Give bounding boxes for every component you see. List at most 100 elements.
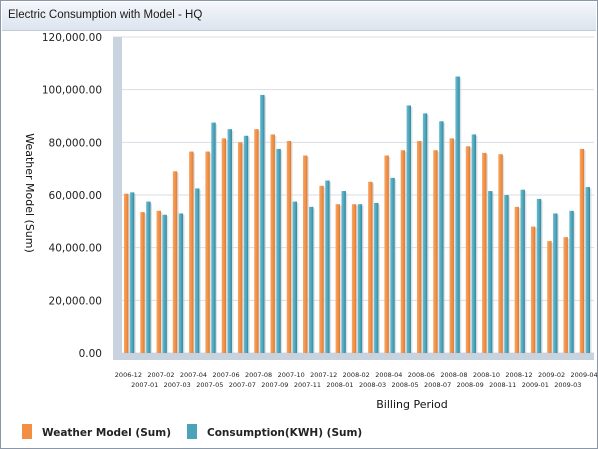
bar-consumption[interactable]	[374, 202, 379, 353]
bar-weather-model[interactable]	[270, 134, 275, 353]
y-axis-ticks: 0.00 20,000.00 40,000.00 60,000.00 80,000.00…	[42, 32, 102, 360]
x-tick-label: 2008-01	[326, 381, 353, 389]
y-tick-label: 0.00	[79, 348, 102, 360]
bar-weather-model[interactable]	[547, 241, 552, 353]
x-tick-label: 2008-07	[424, 381, 451, 389]
bar-consumption[interactable]	[178, 213, 184, 353]
bar-weather-model[interactable]	[254, 129, 259, 353]
bar-weather-model[interactable]	[335, 204, 340, 353]
x-tick-label: 2008-04	[375, 371, 402, 379]
bar-weather-model[interactable]	[319, 185, 324, 353]
x-tick-label: 2008-05	[391, 381, 418, 389]
bar-consumption[interactable]	[162, 214, 167, 353]
y-tick-label: 120,000.00	[42, 32, 102, 44]
bar-consumption[interactable]	[146, 201, 151, 353]
bar-weather-model[interactable]	[465, 146, 471, 353]
x-tick-label: 2009-02	[538, 371, 565, 379]
legend-swatch-weather-model[interactable]	[22, 424, 32, 439]
bar-consumption[interactable]	[292, 201, 298, 353]
bar-weather-model[interactable]	[563, 237, 568, 353]
y-axis-wall	[113, 37, 122, 353]
bar-consumption[interactable]	[569, 210, 574, 353]
bar-consumption[interactable]	[260, 94, 265, 353]
x-tick-label: 2007-04	[180, 371, 207, 379]
bar-weather-model[interactable]	[124, 193, 129, 353]
bar-consumption[interactable]	[211, 122, 216, 353]
bars[interactable]	[124, 76, 592, 355]
y-tick-label: 100,000.00	[42, 85, 102, 97]
x-tick-label: 2007-02	[147, 371, 174, 379]
bar-weather-model[interactable]	[433, 150, 438, 353]
bar-weather-model[interactable]	[286, 141, 292, 353]
bar-consumption[interactable]	[227, 129, 232, 353]
bar-consumption[interactable]	[439, 121, 444, 354]
x-tick-label: 2007-07	[229, 381, 256, 389]
bar-consumption[interactable]	[194, 188, 200, 353]
bar-consumption[interactable]	[129, 192, 135, 353]
x-tick-label: 2007-09	[261, 381, 288, 389]
bar-consumption[interactable]	[406, 105, 411, 353]
bar-weather-model[interactable]	[530, 226, 536, 353]
bar-consumption[interactable]	[487, 191, 493, 353]
x-tick-label: 2007-08	[245, 371, 272, 379]
y-tick-label: 20,000.00	[49, 295, 102, 307]
bar-consumption[interactable]	[276, 148, 281, 353]
title-bar: Electric Consumption with Model - HQ	[2, 2, 596, 31]
bar-weather-model[interactable]	[384, 155, 389, 354]
legend-swatch-consumption[interactable]	[187, 424, 197, 439]
x-tick-label: 2007-03	[164, 381, 191, 389]
bar-consumption[interactable]	[390, 177, 395, 353]
bar-consumption[interactable]	[243, 135, 249, 353]
axis-band	[113, 37, 594, 360]
bar-weather-model[interactable]	[498, 154, 503, 353]
legend-label-consumption[interactable]: Consumption(KWH) (Sum)	[207, 427, 362, 439]
legend: Weather Model (Sum) Consumption(KWH) (Su…	[22, 424, 362, 439]
y-tick-label: 40,000.00	[49, 243, 102, 255]
bar-consumption[interactable]	[504, 195, 509, 353]
bar-weather-model[interactable]	[172, 171, 178, 353]
x-tick-label: 2008-08	[440, 371, 467, 379]
y-tick-label: 80,000.00	[49, 137, 102, 149]
bar-weather-model[interactable]	[514, 206, 520, 353]
bar-weather-model[interactable]	[303, 155, 308, 354]
bar-weather-model[interactable]	[368, 181, 373, 353]
bar-consumption[interactable]	[536, 198, 542, 353]
bar-consumption[interactable]	[520, 189, 525, 353]
x-tick-label: 2008-06	[408, 371, 435, 379]
bar-consumption[interactable]	[308, 206, 314, 353]
x-tick-label: 2008-09	[457, 381, 484, 389]
x-tick-label: 2006-12	[115, 371, 142, 379]
bar-consumption[interactable]	[471, 134, 477, 353]
x-tick-label: 2007-01	[131, 381, 158, 389]
bar-weather-model[interactable]	[140, 212, 145, 353]
bar-consumption[interactable]	[357, 204, 363, 353]
x-tick-label: 2008-11	[489, 381, 516, 389]
x-tick-label: 2008-03	[359, 381, 386, 389]
bar-consumption[interactable]	[553, 213, 558, 353]
bar-weather-model[interactable]	[416, 141, 422, 353]
x-axis-floor	[113, 353, 594, 360]
x-axis-ticks: 2006-12 2007-01 2007-02 2007-03 2007-04 2007-…	[115, 371, 598, 389]
x-axis-label: Billing Period	[376, 398, 448, 411]
bar-consumption[interactable]	[341, 191, 346, 353]
bar-consumption[interactable]	[422, 113, 428, 353]
bar-weather-model[interactable]	[237, 142, 243, 353]
bar-weather-model[interactable]	[400, 150, 406, 353]
legend-label-weather-model[interactable]: Weather Model (Sum)	[42, 427, 171, 439]
bar-consumption[interactable]	[455, 76, 460, 354]
x-tick-label: 2008-12	[505, 371, 532, 379]
bar-weather-model[interactable]	[579, 148, 585, 353]
x-tick-label: 2009-01	[522, 381, 549, 389]
bar-weather-model[interactable]	[189, 151, 194, 353]
x-tick-label: 2007-05	[196, 381, 223, 389]
x-tick-label: 2007-06	[212, 371, 239, 379]
bar-consumption[interactable]	[585, 187, 591, 353]
bar-weather-model[interactable]	[221, 138, 227, 353]
bar-weather-model[interactable]	[351, 204, 357, 353]
bar-weather-model[interactable]	[205, 151, 210, 353]
y-tick-label: 60,000.00	[49, 190, 102, 202]
bar-consumption[interactable]	[325, 180, 330, 353]
bar-weather-model[interactable]	[482, 152, 487, 353]
bar-weather-model[interactable]	[156, 210, 161, 353]
bar-weather-model[interactable]	[449, 138, 454, 353]
